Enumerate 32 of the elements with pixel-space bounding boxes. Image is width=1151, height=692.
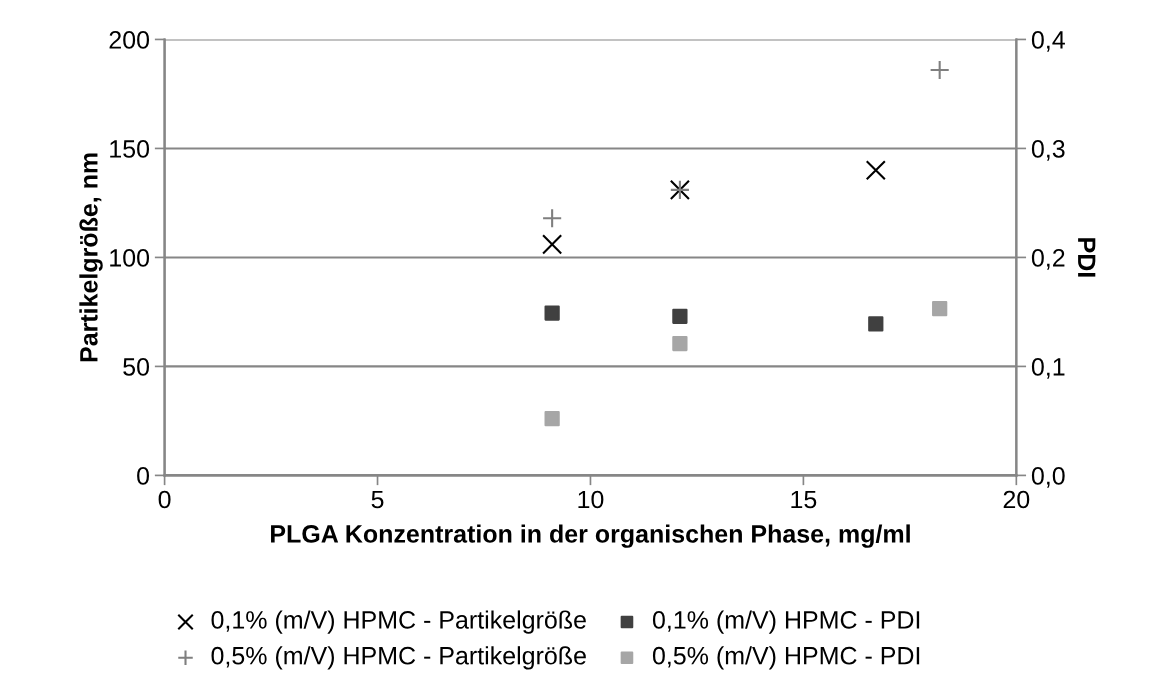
x-tick-label: 15 — [791, 490, 817, 509]
y2-tick-label: 0,4 — [1031, 31, 1065, 52]
point — [544, 411, 560, 427]
point — [672, 335, 688, 352]
y2-tick-label: 0,3 — [1031, 140, 1065, 161]
x-tick-label: 10 — [578, 490, 604, 509]
legend-label: 0,5% (m/V) HPMC - PDI — [652, 646, 920, 670]
x-axis-title: PLGA Konzentration in der organischen Phase, mg/ml — [271, 524, 910, 548]
y2-tick-label: 0,2 — [1031, 249, 1065, 270]
y-tick-label: 150 — [110, 140, 150, 158]
x-tick-label: 20 — [1003, 490, 1030, 509]
point — [672, 308, 688, 324]
y-tick-label: 100 — [110, 249, 150, 267]
legend-label: 0,5% (m/V) HPMC - Partikelgröße — [211, 646, 586, 670]
x-tick-label: 0 — [158, 490, 171, 509]
point — [932, 301, 948, 317]
y-tick-label: 200 — [109, 31, 150, 49]
point — [929, 59, 950, 81]
point — [542, 234, 563, 255]
y-axis-title: Partikelgröße, nm — [79, 153, 103, 362]
legend-label: 0,1% (m/V) HPMC - PDI — [652, 610, 920, 634]
point — [542, 208, 563, 229]
y2-tick-label: 0,1 — [1031, 358, 1065, 379]
y2-tick-label: 0,0 — [1031, 467, 1065, 488]
x-tick-label: 5 — [371, 490, 384, 509]
y-tick-label: 50 — [123, 358, 150, 376]
y-tick-label: 0 — [137, 467, 150, 485]
point — [868, 316, 884, 332]
point — [544, 305, 560, 321]
y2-axis-title: PDI — [1078, 238, 1096, 277]
point — [865, 160, 886, 181]
legend-label: 0,1% (m/V) HPMC - Partikelgröße — [211, 610, 586, 634]
